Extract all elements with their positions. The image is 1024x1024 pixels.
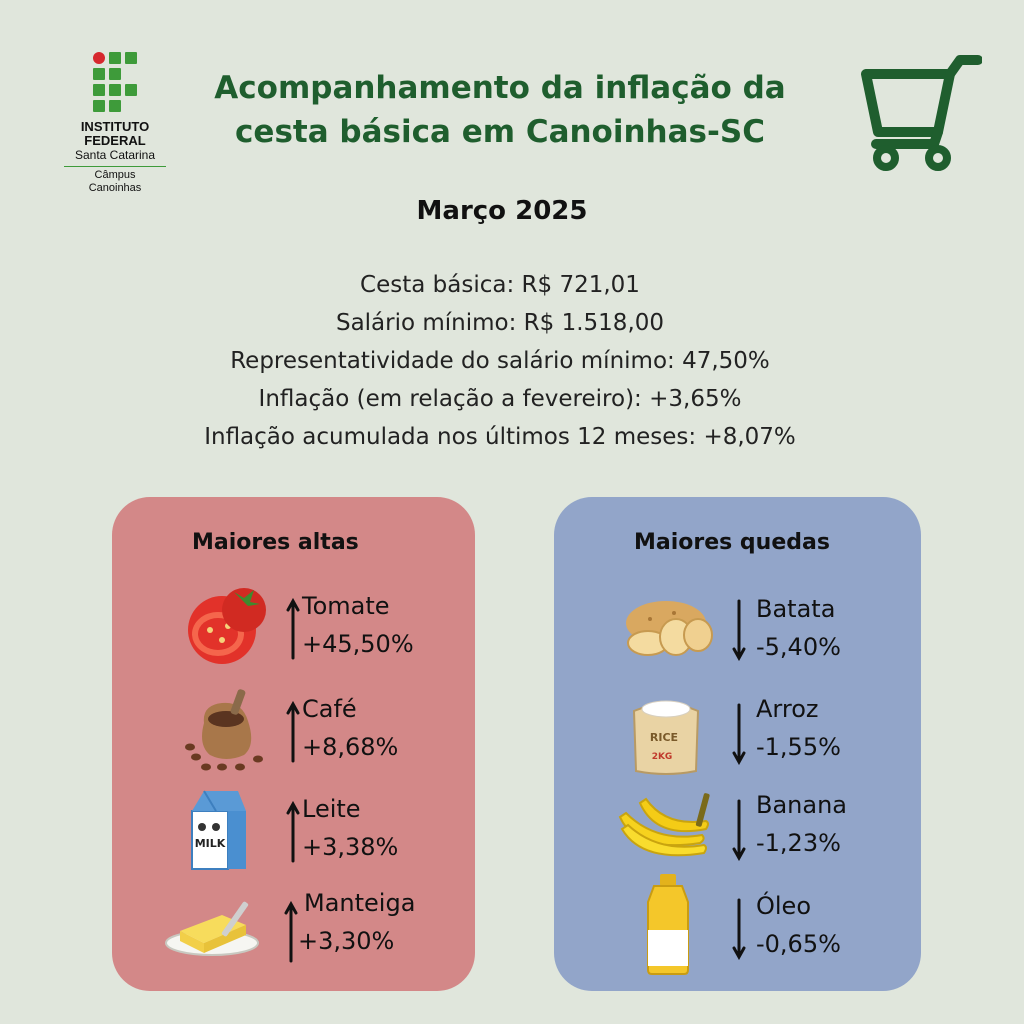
rice-bag-icon: RICE 2KG [632, 700, 700, 775]
highs-item-change: +3,30% [298, 927, 395, 955]
logo-divider [64, 166, 166, 167]
arrow-down-icon [732, 898, 746, 960]
tomato-icon [188, 588, 266, 664]
shopping-cart-icon [861, 55, 982, 171]
stat-monthly-inflation: Inflação (em relação a fevereiro): +3,65… [258, 386, 742, 412]
lows-item-name: Óleo [756, 892, 812, 920]
stat-minimum-wage: Salário mínimo: R$ 1.518,00 [335, 310, 665, 336]
stat-annual-inflation: Inflação acumulada nos últimos 12 meses:… [204, 424, 796, 450]
highs-item-leite: MILK Leite +3,38% [182, 785, 462, 875]
arrow-up-icon [284, 901, 298, 963]
lows-item-change: -0,65% [756, 930, 841, 958]
lows-item-banana: Banana -1,23% [616, 789, 916, 879]
arrow-up-icon [286, 598, 300, 660]
page-title-line1: Acompanhamento da inflação da [214, 70, 786, 106]
lows-panel: Maiores quedas Batata -5,40% RICE 2KG Ar… [554, 497, 921, 991]
stat-wage-share: Representatividade do salário mínimo: 47… [230, 348, 770, 374]
lows-item-change: -5,40% [756, 633, 841, 661]
highs-title: Maiores altas [192, 530, 359, 555]
logo-campus: Câmpus [94, 169, 136, 181]
coffee-beans-icon [185, 689, 263, 771]
institution-logo: INSTITUTO FEDERAL Santa Catarina Câmpus … [60, 52, 170, 195]
logo-city: Canoinhas [88, 182, 142, 194]
highs-item-name: Tomate [302, 592, 390, 620]
page-title: Acompanhamento da inflação da cesta bási… [200, 66, 800, 154]
milk-carton-icon: MILK [191, 790, 246, 870]
lows-item-change: -1,23% [756, 829, 841, 857]
lows-item-name: Arroz [756, 695, 819, 723]
arrow-up-icon [286, 701, 300, 763]
highs-item-change: +8,68% [302, 733, 399, 761]
highs-item-tomate: Tomate +45,50% [182, 582, 462, 672]
lows-item-change: -1,55% [756, 733, 841, 761]
highs-item-name: Manteiga [304, 889, 416, 917]
lows-title: Maiores quedas [634, 530, 830, 555]
stat-basket-cost: Cesta básica: R$ 721,01 [360, 272, 640, 298]
arrow-down-icon [732, 799, 746, 861]
potato-icon [626, 601, 713, 656]
lows-item-batata: Batata -5,40% [620, 593, 910, 683]
butter-icon [165, 901, 259, 956]
highs-panel: Maiores altas Tomate +45,50% Café [112, 497, 475, 991]
highs-item-name: Café [302, 695, 357, 723]
period-heading: Março 2025 [416, 196, 588, 226]
oil-bottle-icon [647, 874, 689, 975]
rice-bag-label: RICE [650, 731, 678, 744]
highs-item-change: +3,38% [302, 833, 399, 861]
logo-name-line2: FEDERAL [84, 133, 146, 148]
logo-state: Santa Catarina [74, 148, 156, 162]
arrow-down-icon [732, 599, 746, 661]
arrow-up-icon [286, 801, 300, 863]
page-title-line2: cesta básica em Canoinhas-SC [235, 114, 765, 150]
lows-item-arroz: RICE 2KG Arroz -1,55% [626, 693, 916, 783]
milk-label: MILK [195, 837, 226, 850]
highs-item-change: +45,50% [302, 630, 414, 658]
arrow-down-icon [732, 703, 746, 765]
lows-item-name: Banana [756, 791, 848, 819]
lows-item-oleo: Óleo -0,65% [640, 872, 930, 975]
banana-icon [618, 793, 710, 857]
logo-name-line1: INSTITUTO [80, 119, 150, 134]
logo-mark-icon [93, 52, 137, 112]
summary-stats: Cesta básica: R$ 721,01 Salário mínimo: … [0, 266, 1000, 456]
highs-item-cafe: Café +8,68% [182, 685, 462, 775]
highs-item-name: Leite [302, 795, 361, 823]
rice-bag-weight: 2KG [652, 752, 673, 762]
highs-item-manteiga: Manteiga +3,30% [164, 885, 464, 975]
lows-item-name: Batata [756, 595, 836, 623]
